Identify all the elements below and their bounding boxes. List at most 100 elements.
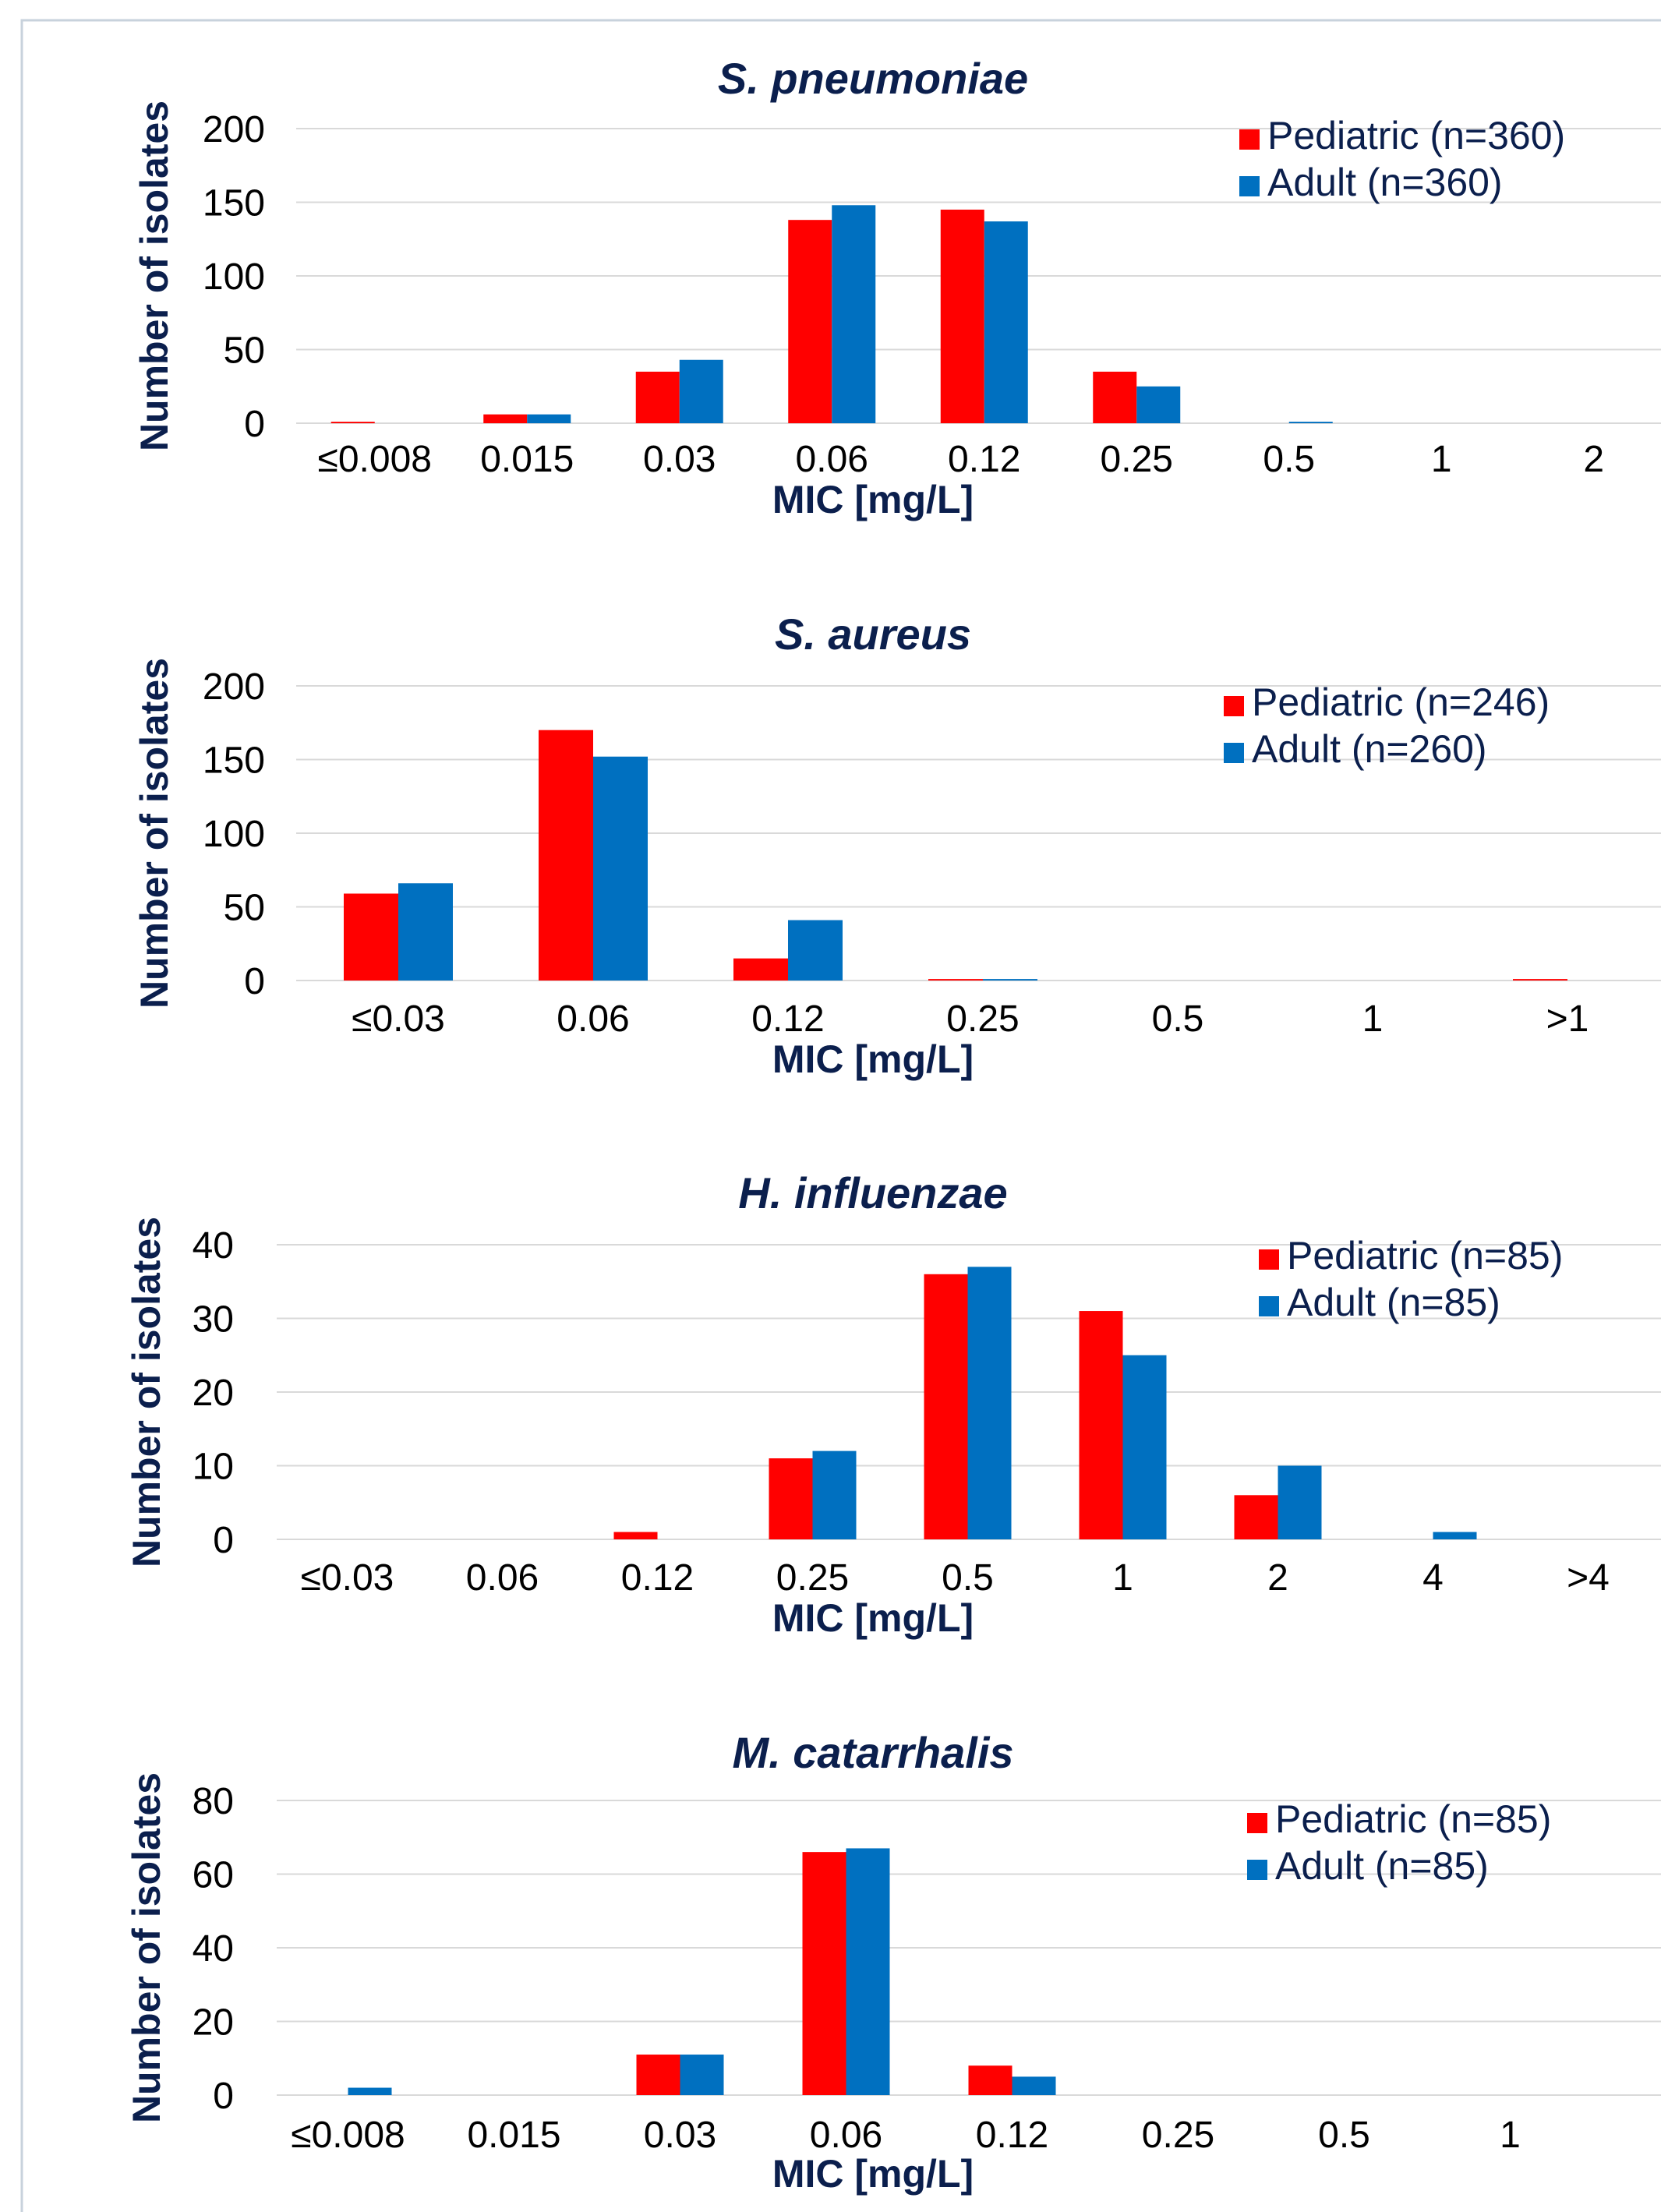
legend-swatch: [1224, 743, 1244, 763]
x-tick-label: 0.25: [946, 998, 1019, 1040]
y-tick-label: 20: [193, 1373, 234, 1414]
bar-adult-3: [812, 1451, 857, 1539]
x-tick-label: ≤0.008: [291, 2115, 405, 2156]
chart-panel-3: 0 10 20 30 40 ≤0.03 0.06 0.12 0.25 0.5 1 2 4 >4 H. inf…: [125, 1168, 1661, 1640]
x-axis-label: MIC [mg/L]: [772, 478, 974, 521]
y-axis-label: Number of isolates: [133, 658, 176, 1009]
bar-pediatric-3: [769, 1458, 813, 1539]
bar-adult-2: [680, 2055, 724, 2095]
x-tick-label: 2: [1267, 1557, 1288, 1599]
bar-pediatric-6: [1234, 1495, 1278, 1539]
y-tick-label: 60: [193, 1855, 234, 1896]
legend-swatch: [1239, 176, 1260, 196]
y-tick-label: 0: [213, 2076, 234, 2117]
y-tick-label: 150: [203, 183, 265, 224]
bar-adult-0: [348, 2087, 392, 2095]
bar-pediatric-1: [483, 414, 528, 423]
x-tick-label: 0.03: [643, 439, 716, 480]
chart-panel-1: 0 50 100 150 200 ≤0.008 0.015 0.03 0.06 0.12 0.25 0…: [133, 54, 1661, 521]
chart-title: M. catarrhalis: [732, 1728, 1013, 1777]
chart-panel-2: 0 50 100 150 200 ≤0.03 0.06 0.12 0.25 0.5 1 >1 S. au…: [133, 610, 1661, 1081]
legend-swatch: [1259, 1296, 1279, 1316]
x-tick-label: >4: [1567, 1557, 1610, 1599]
y-axis-label: Number of isolates: [125, 1217, 168, 1567]
legend-entry: Adult (n=85): [1275, 1844, 1489, 1888]
y-tick-label: 50: [224, 330, 265, 372]
bar-pediatric-3: [788, 220, 832, 423]
bar-pediatric-4: [968, 2065, 1013, 2095]
bar-pediatric-2: [733, 958, 788, 981]
y-tick-label: 50: [224, 888, 265, 929]
y-tick-label: 100: [203, 256, 265, 298]
legend: Pediatric (n=246)Adult (n=260): [1224, 680, 1550, 771]
x-axis-label: MIC [mg/L]: [772, 1037, 974, 1081]
legend: Pediatric (n=360)Adult (n=360): [1239, 114, 1565, 204]
chart-panel-4: 0 20 40 60 80 ≤0.008 0.015 0.03 0.06 0.12 0.25 0.5 1…: [125, 1728, 1661, 2196]
x-tick-label: 2: [1583, 439, 1604, 480]
bar-adult-0: [398, 883, 453, 981]
x-tick-label: 0.06: [810, 2115, 882, 2156]
legend-entry: Pediatric (n=246): [1252, 680, 1550, 724]
y-tick-label: 0: [213, 1520, 234, 1561]
x-tick-label: 0.12: [948, 439, 1020, 480]
x-tick-label: 4: [1422, 1557, 1444, 1599]
bar-adult-4: [967, 1267, 1012, 1539]
y-tick-label: 40: [193, 1225, 234, 1267]
y-tick-label: 10: [193, 1447, 234, 1488]
chart-title: S. aureus: [775, 610, 971, 659]
bar-adult-7: [1433, 1532, 1477, 1539]
legend-entry: Pediatric (n=85): [1287, 1234, 1563, 1277]
bar-pediatric-4: [924, 1274, 968, 1539]
bar-adult-3: [983, 979, 1037, 981]
bar-adult-5: [1122, 1355, 1167, 1539]
y-tick-label: 40: [193, 1928, 234, 1970]
bar-pediatric-5: [1079, 1311, 1123, 1539]
bar-pediatric-2: [635, 371, 680, 423]
bar-adult-4: [1012, 2076, 1056, 2095]
legend-swatch: [1259, 1249, 1279, 1270]
legend-entry: Pediatric (n=360): [1267, 114, 1565, 157]
x-axis-label: MIC [mg/L]: [772, 2152, 974, 2196]
y-tick-label: 200: [203, 666, 265, 708]
x-tick-label: 0.12: [751, 998, 824, 1040]
x-tick-label: 0.03: [644, 2115, 716, 2156]
y-tick-label: 150: [203, 740, 265, 782]
x-tick-label: ≤0.008: [318, 439, 432, 480]
x-tick-label: 1: [1431, 439, 1452, 480]
x-tick-label: 1: [1500, 2115, 1521, 2156]
x-tick-label: 0.5: [1263, 439, 1315, 480]
bar-pediatric-0: [344, 893, 398, 981]
x-tick-label: 0.12: [621, 1557, 694, 1599]
x-tick-label: 0.015: [467, 2115, 560, 2156]
bar-adult-2: [679, 359, 723, 423]
x-tick-label: >1: [1546, 998, 1589, 1040]
bar-adult-1: [593, 756, 648, 981]
bar-adult-5: [1136, 386, 1181, 423]
bar-adult-1: [527, 414, 571, 423]
legend: Pediatric (n=85)Adult (n=85): [1247, 1797, 1551, 1888]
legend: Pediatric (n=85)Adult (n=85): [1259, 1234, 1563, 1324]
legend-swatch: [1247, 1860, 1267, 1880]
legend-entry: Adult (n=360): [1267, 161, 1503, 204]
x-tick-label: 0.25: [1142, 2115, 1214, 2156]
x-tick-label: 0.06: [796, 439, 868, 480]
bar-pediatric-1: [539, 730, 593, 981]
bar-adult-6: [1288, 422, 1333, 423]
bar-adult-6: [1278, 1465, 1322, 1539]
x-tick-label: 0.015: [480, 439, 574, 480]
x-tick-label: 0.25: [776, 1557, 849, 1599]
x-tick-label: 0.5: [942, 1557, 994, 1599]
chart-title: H. influenzae: [738, 1168, 1007, 1217]
x-tick-label: ≤0.03: [301, 1557, 394, 1599]
bar-pediatric-5: [1093, 371, 1137, 423]
y-tick-label: 100: [203, 814, 265, 855]
x-axis-label: MIC [mg/L]: [772, 1596, 974, 1640]
legend-swatch: [1239, 129, 1260, 150]
bar-pediatric-6: [1513, 979, 1567, 981]
bar-pediatric-2: [613, 1532, 658, 1539]
bar-pediatric-2: [636, 2055, 680, 2095]
legend-entry: Pediatric (n=85): [1275, 1797, 1551, 1841]
bar-pediatric-4: [940, 209, 984, 423]
legend-swatch: [1247, 1813, 1267, 1833]
